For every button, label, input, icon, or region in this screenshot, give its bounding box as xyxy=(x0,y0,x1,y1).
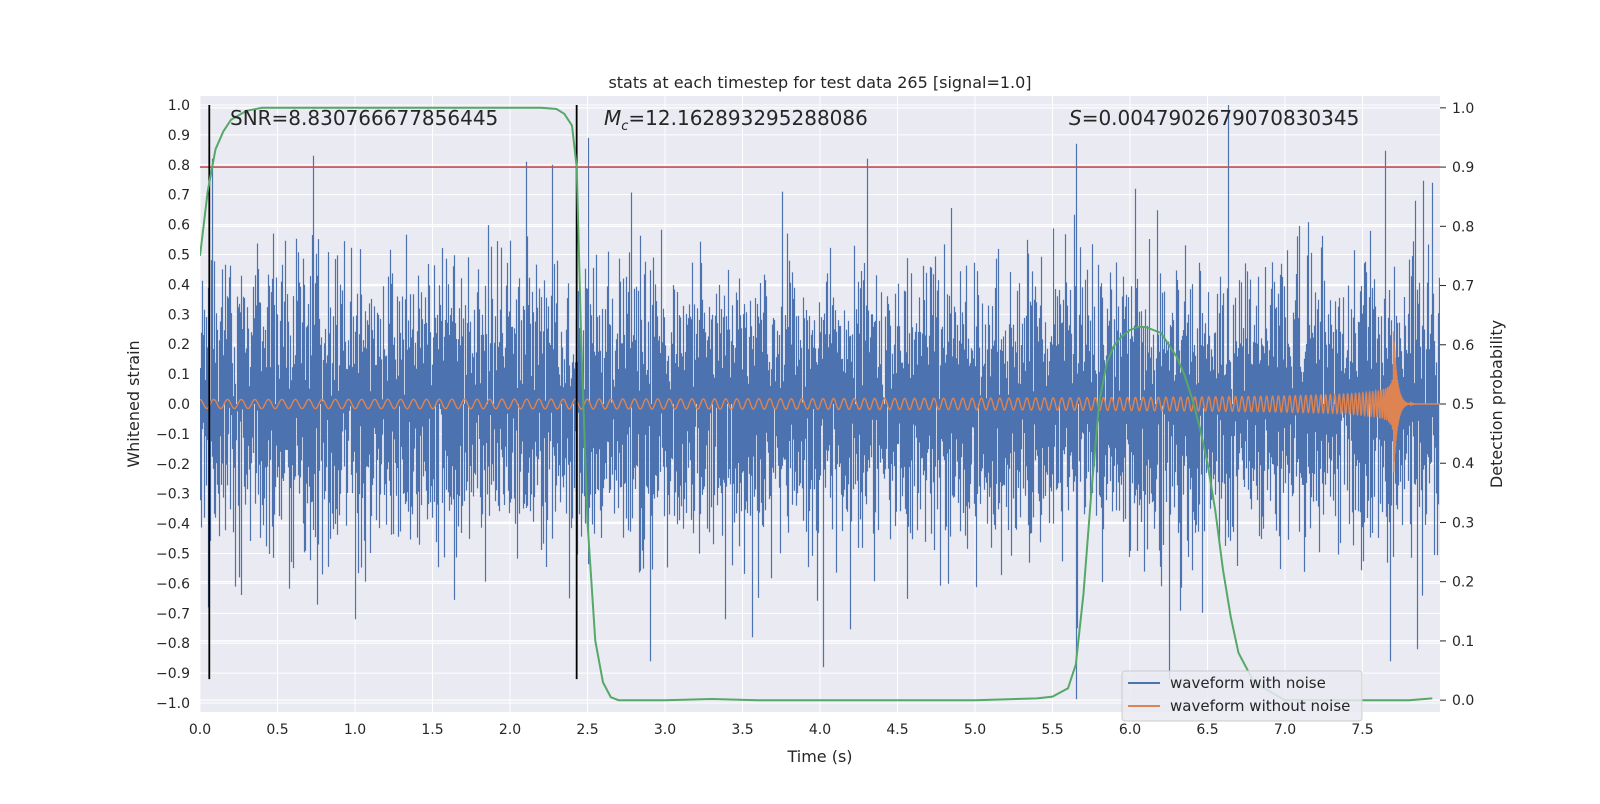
y-tick-label-5: 0.5 xyxy=(168,247,190,263)
s-value: =0.004790267907083034­5 xyxy=(1082,106,1360,130)
x-tick-label-11: 5.5 xyxy=(1041,722,1063,738)
y-tick-label-1: 0.9 xyxy=(168,128,190,144)
y-tick-label-10: 0.0 xyxy=(168,397,190,413)
x-tick-label-3: 1.5 xyxy=(421,722,443,738)
y-tick-label-0: 1.0 xyxy=(168,98,190,114)
right-y-tick-label-5: 0.5 xyxy=(1452,397,1474,413)
x-tick-label-13: 6.5 xyxy=(1196,722,1218,738)
right-y-tick-label-0: 1.0 xyxy=(1452,101,1474,117)
clean-waveform-line xyxy=(200,331,1440,473)
x-tick-label-1: 0.5 xyxy=(266,722,288,738)
noisy-waveform-line xyxy=(200,105,1440,700)
s-symbol: S xyxy=(1069,106,1082,130)
y-tick-label-11: −0.1 xyxy=(156,427,190,443)
x-tick-label-0: 0.0 xyxy=(189,722,211,738)
x-tick-label-2: 1.0 xyxy=(344,722,366,738)
right-y-tick-label-2: 0.8 xyxy=(1452,219,1474,235)
series-layer xyxy=(200,104,1440,702)
right-y-tick-label-10: 0.0 xyxy=(1452,693,1474,709)
y-tick-label-17: −0.7 xyxy=(156,606,190,622)
y-tick-label-15: −0.5 xyxy=(156,547,190,563)
y-tick-label-20: −1.0 xyxy=(156,696,190,712)
x-tick-label-12: 6.0 xyxy=(1119,722,1141,738)
y-tick-label-14: −0.4 xyxy=(156,517,190,533)
y-tick-label-3: 0.7 xyxy=(168,188,190,204)
right-y-tick-label-1: 0.9 xyxy=(1452,160,1474,176)
right-y-tick-label-4: 0.6 xyxy=(1452,338,1474,354)
right-y-tick-label-7: 0.3 xyxy=(1452,515,1474,531)
x-tick-label-9: 4.5 xyxy=(886,722,908,738)
y-tick-label-8: 0.2 xyxy=(168,337,190,353)
chirp-mass-annotation: Mc=12.162893295288086 xyxy=(604,106,868,134)
x-axis-label: Time (s) xyxy=(786,747,852,766)
legend: waveform with noise waveform without noi… xyxy=(1121,670,1363,722)
legend-label-noise: waveform with noise xyxy=(1170,674,1326,692)
x-tick-label-7: 3.5 xyxy=(731,722,753,738)
chirp-mass-subscript: c xyxy=(621,119,628,134)
legend-label-clean: waveform without noise xyxy=(1170,697,1350,715)
y-tick-label-16: −0.6 xyxy=(156,576,190,592)
snr-annotation: SNR=8.830766677856445 xyxy=(230,106,498,130)
y-tick-label-6: 0.4 xyxy=(168,277,190,293)
right-y-tick-label-9: 0.1 xyxy=(1452,634,1474,650)
y-tick-label-18: −0.8 xyxy=(156,636,190,652)
right-y-tick-label-8: 0.2 xyxy=(1452,575,1474,591)
y-tick-label-19: −0.9 xyxy=(156,666,190,682)
chart-title: stats at each timestep for test data 265… xyxy=(608,73,1031,92)
x-tick-label-5: 2.5 xyxy=(576,722,598,738)
legend-box xyxy=(1121,670,1363,722)
y-tick-label-7: 0.3 xyxy=(168,307,190,323)
x-tick-label-10: 5.0 xyxy=(964,722,986,738)
chirp-mass-value: =12.162893295288086 xyxy=(628,106,867,130)
y-tick-label-4: 0.6 xyxy=(168,218,190,234)
axes: 0.0 0.5 1.0 1.5 2.0 2.5 3.0 3.5 4.0 4.5 5.0 5.5 6.0 6… xyxy=(156,98,1474,738)
right-y-tick-label-3: 0.7 xyxy=(1452,279,1474,295)
x-tick-label-4: 2.0 xyxy=(499,722,521,738)
x-tick-label-8: 4.0 xyxy=(809,722,831,738)
y-tick-label-9: 0.1 xyxy=(168,367,190,383)
chirp-mass-symbol: M xyxy=(604,106,621,130)
right-y-tick-label-6: 0.4 xyxy=(1452,456,1474,472)
y-axis-label: Whitened strain xyxy=(124,340,143,467)
x-tick-label-6: 3.0 xyxy=(654,722,676,738)
s-annotation: S=0.004790267907083034­5 xyxy=(1069,106,1359,130)
right-y-axis-label: Detection probability xyxy=(1487,320,1506,488)
y-tick-label-2: 0.8 xyxy=(168,158,190,174)
x-tick-label-14: 7.0 xyxy=(1274,722,1296,738)
detection-probability-line xyxy=(200,106,1433,702)
y-tick-label-12: −0.2 xyxy=(156,457,190,473)
x-tick-label-15: 7.5 xyxy=(1351,722,1373,738)
y-tick-label-13: −0.3 xyxy=(156,487,190,503)
